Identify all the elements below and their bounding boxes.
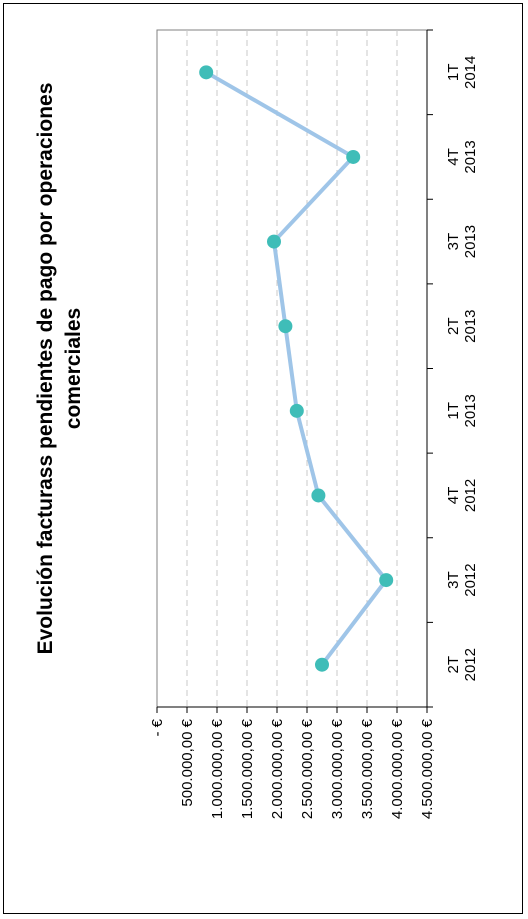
y-tick-label: 4.500.000,00 € — [419, 718, 436, 819]
y-tick-label: 1.500.000,00 € — [239, 718, 256, 819]
x-tick-label-line: 3T — [445, 571, 462, 589]
y-tick-label: 3.500.000,00 € — [359, 718, 376, 819]
y-tick-label: 2.000.000,00 € — [269, 718, 286, 819]
data-point — [379, 573, 394, 588]
data-point — [199, 65, 214, 80]
x-tick-label-line: 4T — [445, 487, 462, 505]
x-tick-label-line: 2T — [445, 317, 462, 335]
chart-frame — [3, 3, 523, 914]
x-tick-label-line: 1T — [445, 64, 462, 82]
data-point — [311, 488, 326, 503]
x-tick-label: 4T 2013 — [445, 140, 479, 173]
x-tick-label: 1T 2014 — [445, 56, 479, 89]
x-tick-label: 4T 2012 — [445, 479, 479, 512]
y-tick-label: 500.000,00 € — [179, 718, 196, 806]
x-tick-label-line: 2013 — [462, 140, 479, 173]
x-tick-label-line: 1T — [445, 402, 462, 420]
x-tick-label: 3T 2012 — [445, 563, 479, 596]
data-point — [278, 319, 293, 334]
plot-area — [156, 29, 428, 708]
x-tick-label-line: 2012 — [462, 563, 479, 596]
chart-title: Evolución facturass pendientes de pago p… — [34, 83, 85, 655]
y-tick-label: 4.000.000,00 € — [389, 718, 406, 819]
data-point — [315, 657, 329, 672]
x-tick-label: 1T 2013 — [445, 394, 479, 427]
y-tick-label: 1.000.000,00 € — [209, 718, 226, 819]
x-tick-label-line: 2012 — [462, 648, 479, 681]
series-line — [205, 70, 389, 666]
x-tick-label-line: 2012 — [462, 479, 479, 512]
chart-title-line: Evolución facturass pendientes de pago p… — [34, 83, 57, 655]
x-tick-label: 2T 2013 — [445, 310, 479, 343]
series-group — [199, 65, 394, 672]
y-tick-label: 3.000.000,00 € — [329, 718, 346, 819]
grid-lines — [186, 30, 398, 707]
x-tick-label-line: 2014 — [462, 56, 479, 89]
x-tick-label-line: 3T — [445, 233, 462, 251]
x-tick-label: 2T 2012 — [445, 648, 479, 681]
x-tick-label-line: 2013 — [462, 310, 479, 343]
y-tick-label: - € — [149, 718, 166, 736]
x-tick-label-line: 4T — [445, 148, 462, 166]
chart-title-line: comerciales — [62, 308, 85, 429]
data-point — [289, 403, 304, 418]
x-tick-label-line: 2013 — [462, 394, 479, 427]
x-tick-label-line: 2013 — [462, 225, 479, 258]
y-tick-label: 2.500.000,00 € — [299, 718, 316, 819]
axes — [156, 29, 433, 713]
data-point — [267, 234, 281, 249]
x-tick-label: 3T 2013 — [445, 225, 479, 258]
y-tick-labels: 4.500.000,00 € 4.000.000,00 € 3.500.000,00… — [149, 718, 436, 819]
data-point — [346, 149, 361, 164]
x-tick-label-line: 2T — [445, 656, 462, 674]
